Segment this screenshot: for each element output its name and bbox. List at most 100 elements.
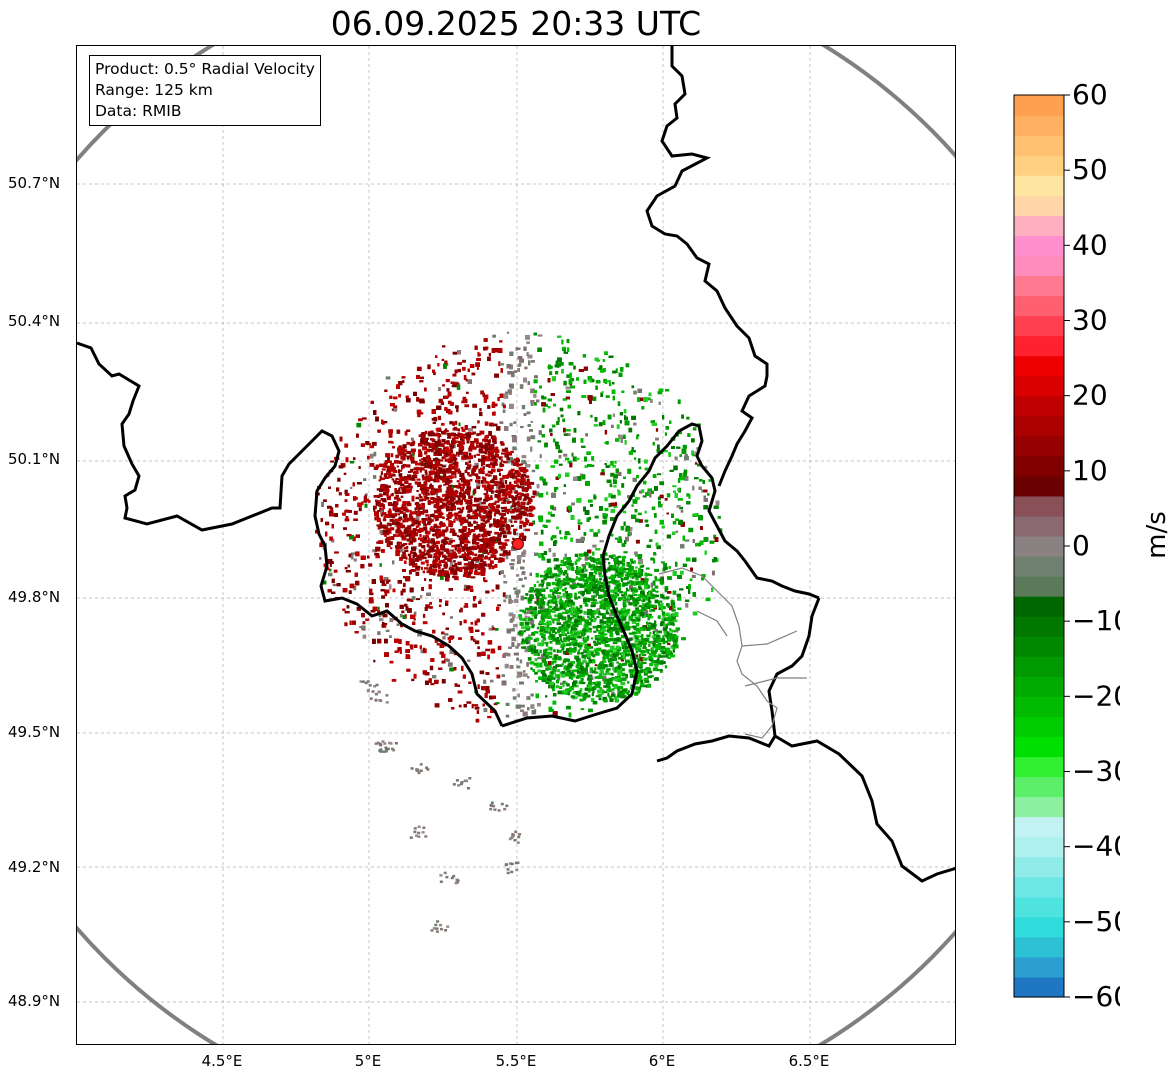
echo-pixel [381,583,387,586]
echo-pixel [375,499,378,502]
echo-pixel [424,440,428,444]
echo-pixel [530,400,535,404]
echo-pixel [322,580,327,585]
echo-pixel [437,363,440,367]
echo-pixel [449,402,454,406]
echo-pixel [439,604,442,607]
echo-pixel [536,491,540,497]
echo-pixel [556,579,561,585]
echo-pixel [488,627,494,631]
echo-pixel [610,656,614,660]
echo-pixel [522,571,526,574]
echo-pixel [702,480,705,484]
echo-pixel [389,660,394,664]
echo-pixel [421,458,425,461]
echo-pixel [473,596,476,602]
echo-pixel [424,672,430,676]
echo-pixel [485,689,490,694]
echo-pixel [677,498,683,501]
echo-pixel [434,703,440,708]
echo-pixel [564,553,567,557]
echo-pixel [506,331,510,334]
echo-pixel [566,339,570,344]
echo-pixel [491,404,496,408]
echo-pixel [472,403,477,408]
echo-pixel [445,600,449,603]
echo-pixel [568,362,574,366]
echo-pixel [588,516,591,520]
echo-pixel [560,414,564,418]
echo-pixel [664,450,668,453]
echo-pixel [474,640,480,645]
echo-pixel [548,706,553,710]
echo-pixel [517,356,523,360]
echo-pixel [465,489,469,492]
echo-pixel [617,401,621,407]
echo-pixel [565,457,570,461]
echo-pixel [483,577,486,581]
echo-pixel [577,522,583,525]
echo-pixel [581,654,587,659]
echo-pixel [583,506,586,512]
echo-pixel [713,534,717,539]
echo-pixel [643,397,648,402]
echo-pixel [354,631,359,634]
echo-pixel [402,615,407,619]
echo-pixel [658,501,661,505]
echo-pixel [438,398,443,403]
echo-pixel [330,460,335,463]
echo-pixel [666,534,671,539]
echo-pixel [627,468,632,474]
echo-pixel [523,413,527,416]
echo-pixel [675,561,678,567]
echo-pixel [416,409,422,415]
echo-pixel [690,567,693,572]
echo-pixel [528,697,531,700]
echo-pixel [417,412,421,418]
echo-pixel [375,546,381,552]
echo-pixel [375,464,379,469]
echo-pixel [540,553,544,558]
radar-map[interactable] [76,45,956,1045]
echo-pixel [618,372,623,377]
echo-pixel [546,491,549,495]
echo-pixel [384,589,390,594]
echo-pixel [703,505,709,510]
echo-pixel [402,588,406,593]
echo-pixel [379,563,382,567]
echo-pixel [555,371,559,375]
echo-pixel [494,555,497,560]
echo-pixel [550,514,555,517]
echo-pixel [458,637,462,640]
echo-pixel [517,693,520,698]
echo-pixel [484,421,489,426]
echo-pixel [577,519,581,522]
echo-pixel [423,647,426,652]
echo-pixel [629,531,632,536]
echo-pixel [579,680,583,683]
echo-pixel [377,510,381,512]
echo-pixel [567,404,571,409]
echo-pixel [441,631,445,635]
echo-pixel [428,584,432,590]
echo-pixel [677,596,682,601]
echo-pixel [519,681,524,685]
echo-pixel [614,460,617,464]
echo-pixel [636,475,639,479]
echo-pixel [500,531,504,535]
echo-pixel [602,359,606,362]
echo-pixel [523,377,527,383]
echo-pixel [416,397,420,402]
echo-pixel [658,504,663,508]
echo-pixel [596,608,600,611]
echo-pixel [595,548,601,551]
echo-pixel [604,441,607,444]
echo-pixel [404,480,409,484]
echo-pixel [631,385,635,389]
echo-pixel [453,667,457,671]
echo-pixel [414,644,418,648]
echo-pixel [491,589,495,592]
echo-pixel [546,620,552,623]
echo-pixel [667,591,672,594]
echo-pixel [478,500,482,505]
